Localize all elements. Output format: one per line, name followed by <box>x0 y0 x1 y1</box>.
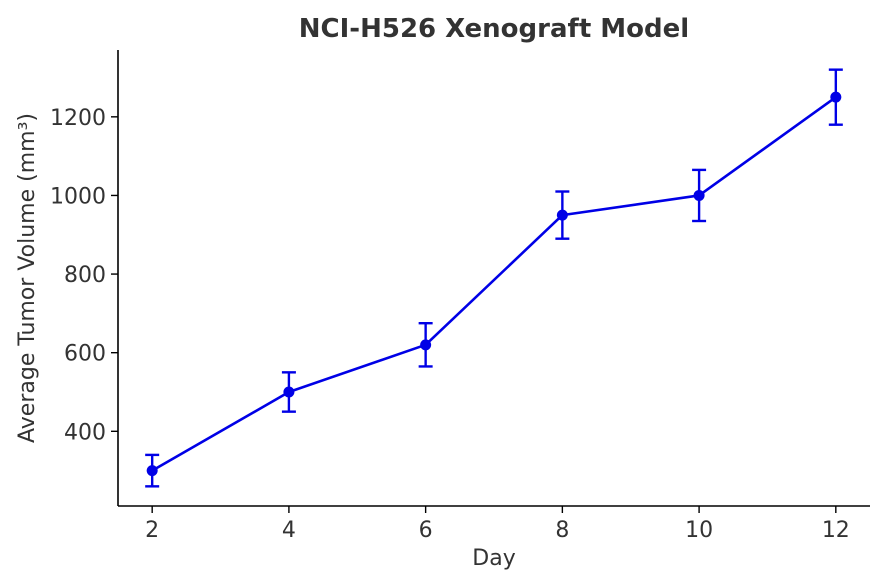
y-axis-label: Average Tumor Volume (mm³) <box>15 113 40 443</box>
data-series <box>145 68 843 488</box>
x-tick-label: 8 <box>555 518 569 543</box>
axis-ticks: 2 4 6 8 10 12 400 600 800 1000 1200 <box>50 106 850 543</box>
y-tick-label: 600 <box>64 342 106 367</box>
data-point <box>420 339 432 351</box>
data-point <box>830 91 842 103</box>
y-tick-label: 400 <box>64 420 106 445</box>
x-tick-label: 10 <box>685 518 713 543</box>
x-tick-label: 2 <box>145 518 159 543</box>
x-tick-label: 12 <box>822 518 850 543</box>
axes <box>117 50 870 507</box>
data-point <box>283 386 295 398</box>
chart-title: NCI-H526 Xenograft Model <box>299 14 689 44</box>
y-tick-label: 1000 <box>50 184 106 209</box>
data-point <box>556 209 568 221</box>
x-tick-label: 4 <box>282 518 296 543</box>
data-point <box>146 465 158 477</box>
x-axis-label: Day <box>472 546 515 571</box>
y-tick-label: 1200 <box>50 106 106 131</box>
y-tick-label: 800 <box>64 263 106 288</box>
series-line <box>151 96 837 472</box>
x-tick-label: 6 <box>419 518 433 543</box>
data-point <box>693 189 705 201</box>
